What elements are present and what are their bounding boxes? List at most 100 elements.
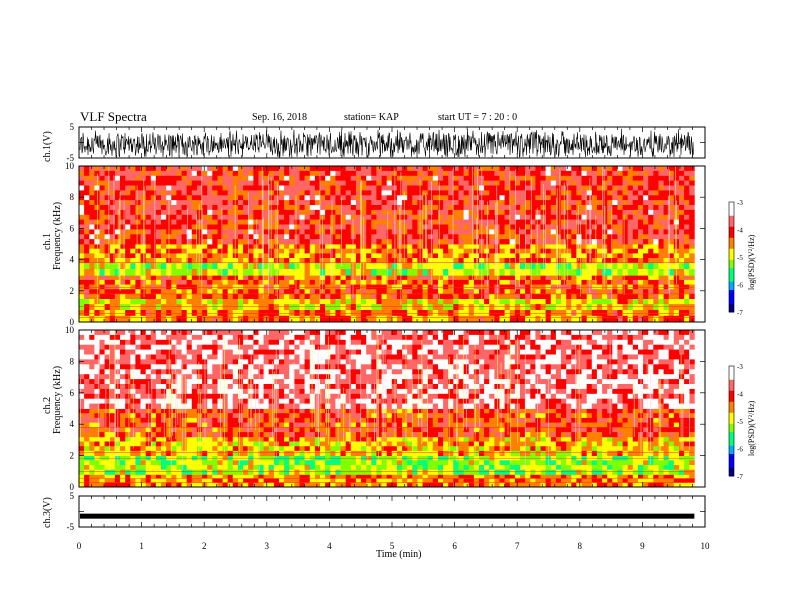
ch1-spec-cell	[345, 298, 352, 305]
ch1-spec-cell	[422, 180, 429, 186]
ch1-spec-cell	[309, 262, 316, 270]
ch1-spec-cell	[484, 200, 490, 206]
ch1-spec-cell	[596, 293, 603, 299]
ch1-spec-cell	[238, 309, 244, 317]
ch1-spec-cell	[130, 170, 136, 177]
ch2-spec-cell	[145, 482, 152, 488]
ch2-spec-cell	[196, 478, 203, 484]
ch1-spec-cell	[622, 293, 629, 299]
ch1-spec-cell	[304, 315, 311, 323]
ch1-spec-cell	[432, 166, 439, 172]
ch1-spec-cell	[258, 229, 264, 235]
ch1-spec-cell	[284, 224, 290, 230]
ch1-spec-cell	[535, 234, 541, 240]
ch1-spec-cell	[79, 175, 85, 182]
ch1-spec-cell	[550, 289, 557, 295]
ch2-spec-cell	[627, 474, 634, 479]
ch2-spec-cell	[638, 482, 644, 488]
ch1-spec-cell	[504, 170, 511, 177]
ch1-spec-cell	[304, 269, 311, 276]
ch1-spec-cell	[648, 244, 654, 250]
ch1-spec-cell	[273, 304, 280, 310]
ch2-spec-cell	[555, 478, 562, 484]
ch2-spec-cell	[217, 465, 223, 471]
ch2-spec-cell	[427, 474, 434, 479]
ch2-spec-cell	[689, 460, 695, 466]
ch1-spec-cell	[248, 175, 254, 182]
ch1-spec-cell	[202, 180, 208, 186]
ch1-spec-cell	[612, 315, 618, 323]
ch1-spec-cell	[679, 239, 685, 245]
ch1-spec-cell	[653, 253, 659, 259]
ch2-spec-cell	[350, 469, 357, 475]
ch1-spec-cell	[648, 195, 654, 201]
ch1-spec-cell	[135, 224, 141, 230]
ch1-spec-cell	[325, 289, 331, 295]
ch1-spec-cell	[663, 239, 670, 245]
ch1-spec-cell	[222, 248, 229, 254]
ch1-spec-cell	[509, 185, 516, 191]
ch1-spec-cell	[109, 170, 116, 177]
ch1-spec-cell	[648, 279, 654, 285]
ch1-spec-cell	[602, 185, 608, 191]
ch1-spec-cell	[376, 185, 382, 191]
ch2-spec-cell	[350, 478, 357, 484]
ch1-spec-cell	[191, 304, 198, 310]
ch1-spec-cell	[232, 293, 239, 299]
ch1-spec-cell	[284, 293, 290, 299]
ch2-spec-cell	[335, 474, 341, 479]
ch2-spec-cell	[381, 474, 388, 479]
ch1-spec-cell	[150, 239, 157, 245]
ch1-spec-cell	[638, 298, 644, 305]
ch1-spec-cell	[473, 180, 480, 186]
ch2-spec-cell	[468, 474, 475, 479]
ch1-spec-cell	[222, 195, 229, 201]
ch1-spec-cell	[381, 258, 388, 264]
ch1-spec-cell	[212, 269, 218, 276]
ch1-spec-cell	[355, 166, 362, 172]
ch1-spec-cell	[145, 309, 152, 317]
ch1-spec-cell	[84, 298, 90, 305]
ch1-spec-cell	[79, 279, 85, 285]
ch1-spec-cell	[530, 279, 536, 285]
ch1-spec-cell	[181, 289, 188, 295]
ch1-spec-cell	[648, 214, 654, 221]
ch2-spec-cell	[422, 455, 429, 461]
ch1-spec-cell	[381, 209, 388, 216]
ch1-spec-cell	[668, 195, 675, 201]
ch1-spec-cell	[643, 229, 649, 235]
ch1-spec-cell	[535, 170, 541, 177]
ch2-spec-cell	[299, 478, 305, 484]
ch2-spec-cell	[181, 478, 188, 484]
ch1-spec-cell	[99, 214, 105, 221]
ch1-spec-cell	[668, 289, 675, 295]
ch1-spec-cell	[120, 190, 126, 196]
ch1-spec-cell	[304, 166, 311, 172]
ch1-spec-cell	[89, 190, 95, 196]
ch2-spec-cell	[104, 465, 111, 471]
ch2-spec-cell	[84, 436, 90, 442]
ch1-spec-cell	[191, 275, 198, 281]
ch1-spec-cell	[581, 315, 587, 323]
ch1-spec-cell	[171, 293, 177, 299]
ch1-spec-cell	[263, 309, 270, 317]
ch1-spec-cell	[422, 293, 429, 299]
ch1-spec-cell	[545, 200, 552, 206]
ch1-spec-cell	[550, 284, 557, 290]
ch1-spec-cell	[171, 185, 177, 191]
ch1-spec-cell	[386, 315, 393, 323]
ch1-spec-cell	[104, 304, 111, 310]
ch1-spec-cell	[689, 224, 695, 230]
ch2-spec-cell	[402, 474, 408, 479]
ch1-spec-cell	[663, 195, 670, 201]
ch2-spec-cell	[84, 469, 90, 475]
ch1-spec-cell	[550, 209, 557, 216]
ch2-spec-cell	[586, 469, 593, 475]
ch1-spec-cell	[335, 284, 341, 290]
ch1-spec-cell	[653, 315, 659, 323]
ch2-spec-cell	[335, 482, 341, 488]
ch1-spec-cell	[658, 166, 664, 172]
ch2-spec-cell	[535, 455, 541, 461]
ch1-spec-cell	[663, 170, 670, 177]
ch1-spec-cell	[550, 258, 557, 264]
